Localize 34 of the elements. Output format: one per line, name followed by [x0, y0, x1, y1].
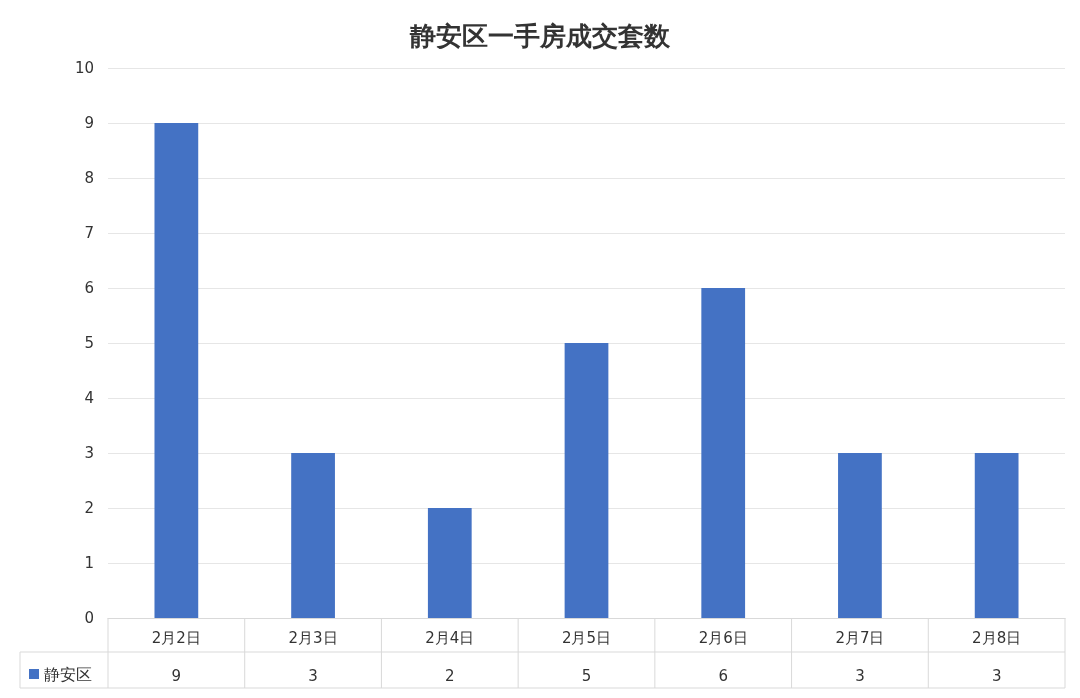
data-label: 3: [855, 666, 865, 685]
x-tick-label: 2月3日: [288, 628, 338, 647]
y-tick-label: 1: [84, 554, 94, 572]
x-tick-label: 2月7日: [835, 628, 885, 647]
data-label: 3: [991, 666, 1002, 685]
data-label: 2: [445, 666, 455, 685]
y-tick-label: 0: [84, 609, 94, 627]
data-label: 9: [171, 666, 182, 685]
x-tick-label: 2月2日: [151, 628, 201, 647]
bar: [427, 508, 472, 618]
bar: [838, 453, 882, 618]
y-tick-label: 5: [84, 334, 94, 352]
bar: [974, 453, 1019, 618]
bar: [291, 453, 335, 618]
legend-label: 静安区: [44, 664, 92, 684]
bar: [154, 123, 199, 618]
y-tick-label: 2: [84, 499, 94, 517]
x-tick-label: 2月6日: [698, 628, 748, 647]
bar: [564, 343, 609, 618]
data-label: 6: [718, 666, 728, 685]
y-tick-label: 8: [84, 169, 94, 187]
x-tick-label: 2月8日: [972, 628, 1022, 647]
chart-title: 静安区一手房成交套数: [409, 21, 671, 51]
x-tick-label: 2月5日: [561, 628, 612, 647]
bar: [701, 288, 746, 618]
data-label: 5: [581, 666, 592, 685]
y-tick-label: 9: [84, 114, 94, 132]
y-tick-label: 7: [84, 224, 94, 242]
x-tick-label: 2月4日: [425, 628, 475, 647]
y-tick-label: 4: [84, 389, 94, 407]
data-label: 3: [308, 666, 318, 685]
y-tick-label: 10: [74, 59, 94, 77]
y-tick-label: 6: [84, 279, 94, 297]
y-tick-label: 3: [84, 444, 94, 462]
